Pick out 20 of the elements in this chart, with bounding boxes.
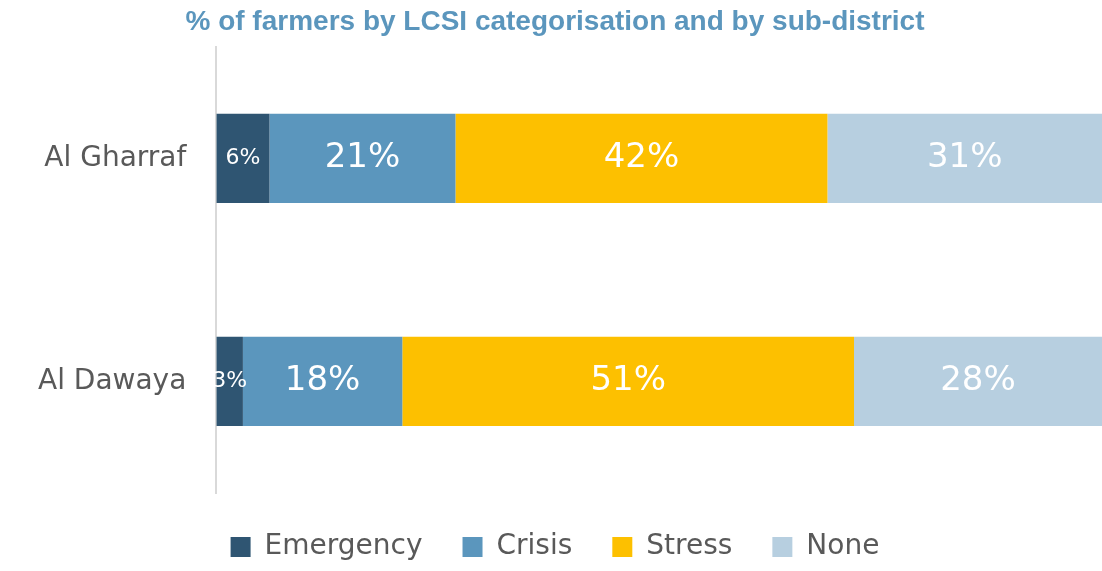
legend-label: Stress <box>646 528 733 562</box>
legend-label: Crisis <box>496 528 573 562</box>
data-label: 18% <box>284 358 361 399</box>
bar <box>455 113 828 203</box>
data-label: 51% <box>590 358 666 399</box>
chart-title: % of farmers by LCSI categorisation and by sub-district <box>185 4 925 36</box>
bar <box>827 113 1102 203</box>
legend-label: None <box>806 528 880 562</box>
data-label: 42% <box>603 135 680 176</box>
legend-label: Emergency <box>264 528 423 562</box>
bar <box>854 336 1102 427</box>
bar <box>402 336 855 427</box>
y-tick-label: Al Dawaya <box>38 362 187 396</box>
data-label: 21% <box>324 135 401 176</box>
data-label: 28% <box>940 358 1016 399</box>
data-label: 6% <box>225 144 261 170</box>
y-tick-label: Al Gharraf <box>44 139 188 173</box>
data-label: 31% <box>926 135 1003 176</box>
bar <box>216 113 270 203</box>
bar <box>269 113 456 203</box>
